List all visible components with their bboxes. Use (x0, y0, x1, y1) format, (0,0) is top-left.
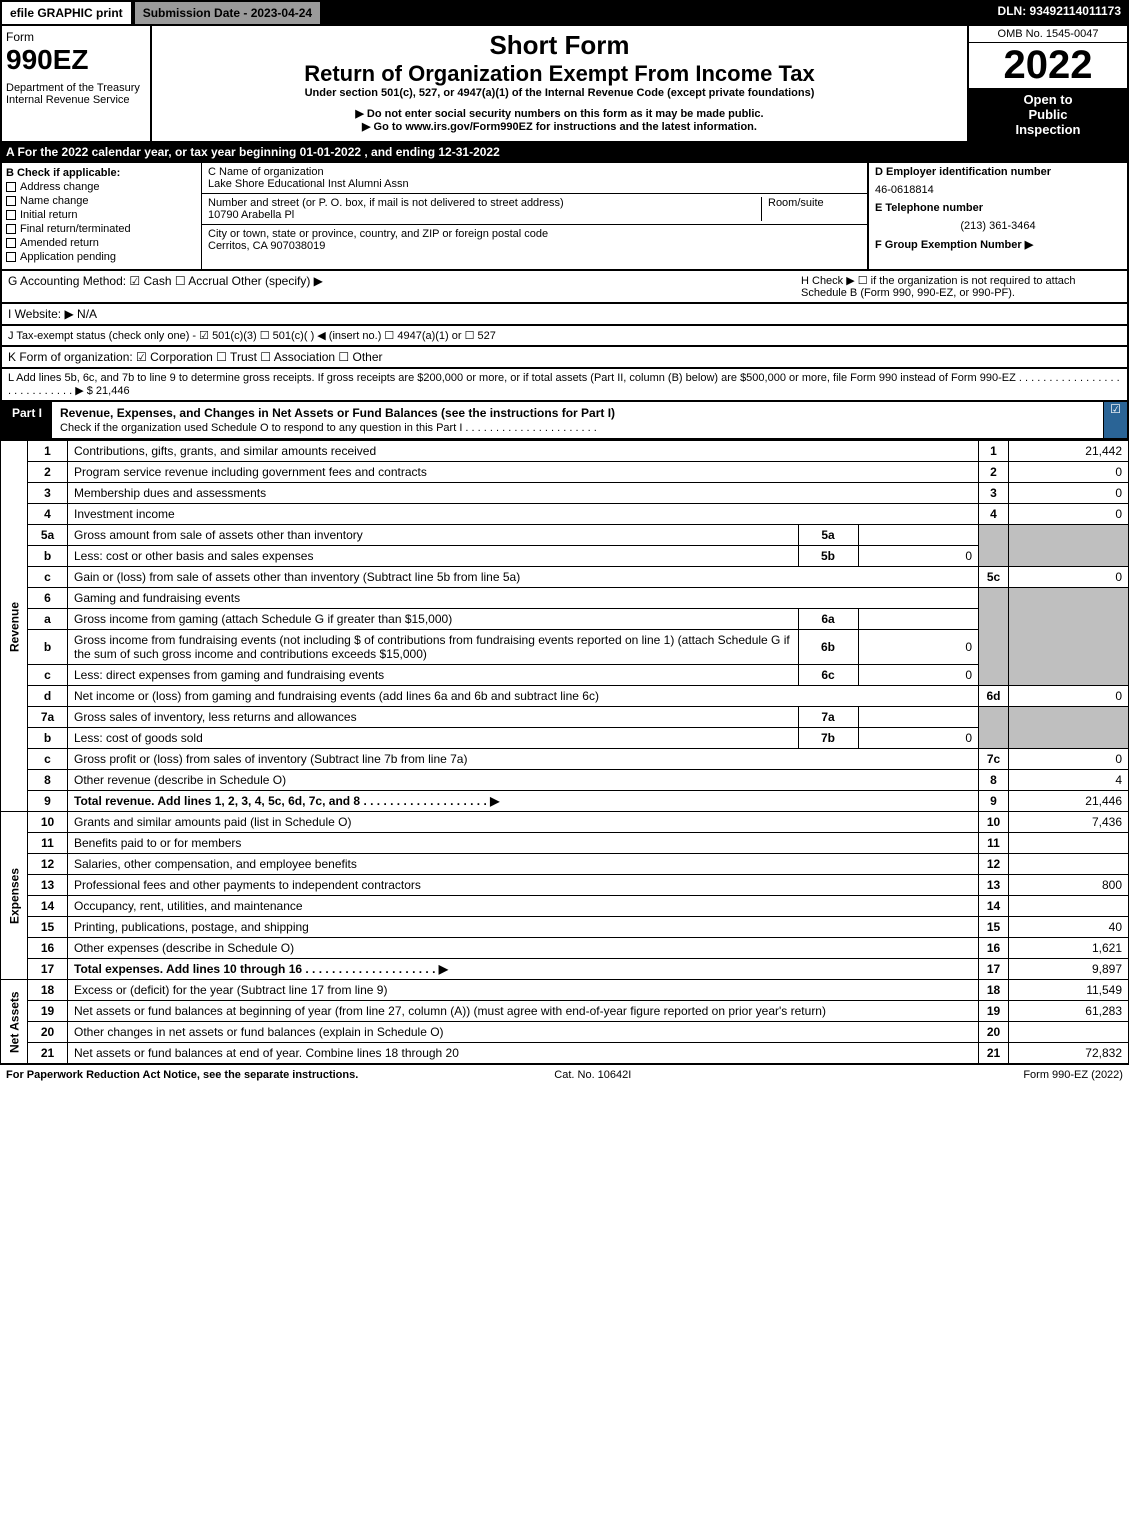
dept-label: Department of the Treasury (6, 82, 146, 94)
form-header: Form 990EZ Department of the Treasury In… (0, 26, 1129, 143)
street-label: Number and street (or P. O. box, if mail… (208, 197, 564, 209)
form-number: 990EZ (6, 44, 146, 76)
page-footer: For Paperwork Reduction Act Notice, see … (0, 1064, 1129, 1085)
inspection-badge: Open to Public Inspection (969, 88, 1127, 141)
goto-link[interactable]: ▶ Go to www.irs.gov/Form990EZ for instru… (156, 120, 963, 133)
section-g-h: G Accounting Method: ☑ Cash ☐ Accrual Ot… (0, 271, 1129, 304)
total-revenue: 21,446 (1009, 791, 1129, 812)
ssn-warning: ▶ Do not enter social security numbers o… (156, 107, 963, 120)
schedule-b-check: H Check ▶ ☐ if the organization is not r… (801, 274, 1121, 299)
omb-number: OMB No. 1545-0047 (969, 26, 1127, 43)
tax-year: 2022 (969, 43, 1127, 88)
form-of-org: K Form of organization: ☑ Corporation ☐ … (0, 347, 1129, 369)
tel-value: (213) 361-3464 (869, 217, 1127, 235)
gross-receipts: L Add lines 5b, 6c, and 7b to line 9 to … (0, 369, 1129, 402)
dln-label: DLN: 93492114011173 (990, 0, 1129, 26)
group-exemption-label: F Group Exemption Number ▶ (875, 239, 1033, 251)
accounting-method: G Accounting Method: ☑ Cash ☐ Accrual Ot… (8, 274, 801, 299)
website-row: I Website: ▶ N/A (0, 304, 1129, 326)
ein-value: 46-0618814 (869, 181, 1127, 199)
org-name: Lake Shore Educational Inst Alumni Assn (208, 178, 409, 190)
section-d: D Employer identification number 46-0618… (867, 163, 1127, 269)
checkbox-icon[interactable] (6, 182, 16, 192)
section-c: C Name of organization Lake Shore Educat… (202, 163, 867, 269)
part1-tag: Part I (2, 402, 52, 438)
org-info-section: B Check if applicable: Address change Na… (0, 163, 1129, 271)
street-value: 10790 Arabella Pl (208, 209, 294, 221)
checkbox-icon[interactable] (6, 252, 16, 262)
tax-exempt-status: J Tax-exempt status (check only one) - ☑… (0, 326, 1129, 347)
city-value: Cerritos, CA 907038019 (208, 240, 325, 252)
paperwork-notice: For Paperwork Reduction Act Notice, see … (6, 1069, 358, 1081)
ein-label: D Employer identification number (875, 166, 1051, 178)
part1-header: Part I Revenue, Expenses, and Changes in… (0, 402, 1129, 440)
return-title: Return of Organization Exempt From Incom… (156, 61, 963, 87)
revenue-sidebar: Revenue (1, 441, 28, 812)
under-section: Under section 501(c), 527, or 4947(a)(1)… (156, 87, 963, 99)
checkbox-icon[interactable] (6, 210, 16, 220)
checkbox-icon[interactable] (6, 224, 16, 234)
lines-table: Revenue 1Contributions, gifts, grants, a… (0, 440, 1129, 1064)
part1-check: Check if the organization used Schedule … (60, 422, 597, 434)
section-a: A For the 2022 calendar year, or tax yea… (0, 143, 1129, 163)
net-assets-end: 72,832 (1009, 1043, 1129, 1064)
part1-checkbox[interactable]: ☑ (1103, 402, 1127, 438)
checkbox-icon[interactable] (6, 238, 16, 248)
room-suite-label: Room/suite (761, 197, 861, 221)
org-name-label: C Name of organization (208, 166, 324, 178)
efile-print-label[interactable]: efile GRAPHIC print (0, 0, 133, 26)
section-b: B Check if applicable: Address change Na… (2, 163, 202, 269)
cat-no: Cat. No. 10642I (554, 1069, 631, 1081)
submission-date: Submission Date - 2023-04-24 (133, 0, 322, 26)
form-label: Form (6, 30, 146, 44)
net-assets-sidebar: Net Assets (1, 980, 28, 1064)
expenses-sidebar: Expenses (1, 812, 28, 980)
short-form-title: Short Form (156, 30, 963, 61)
tel-label: E Telephone number (875, 202, 983, 214)
top-bar: efile GRAPHIC print Submission Date - 20… (0, 0, 1129, 26)
form-ref: Form 990-EZ (2022) (1023, 1069, 1123, 1081)
checkbox-icon[interactable] (6, 196, 16, 206)
irs-label: Internal Revenue Service (6, 94, 146, 106)
line-1-value: 21,442 (1009, 441, 1129, 462)
city-label: City or town, state or province, country… (208, 228, 548, 240)
part1-title: Revenue, Expenses, and Changes in Net As… (60, 406, 615, 420)
total-expenses: 9,897 (1009, 959, 1129, 980)
